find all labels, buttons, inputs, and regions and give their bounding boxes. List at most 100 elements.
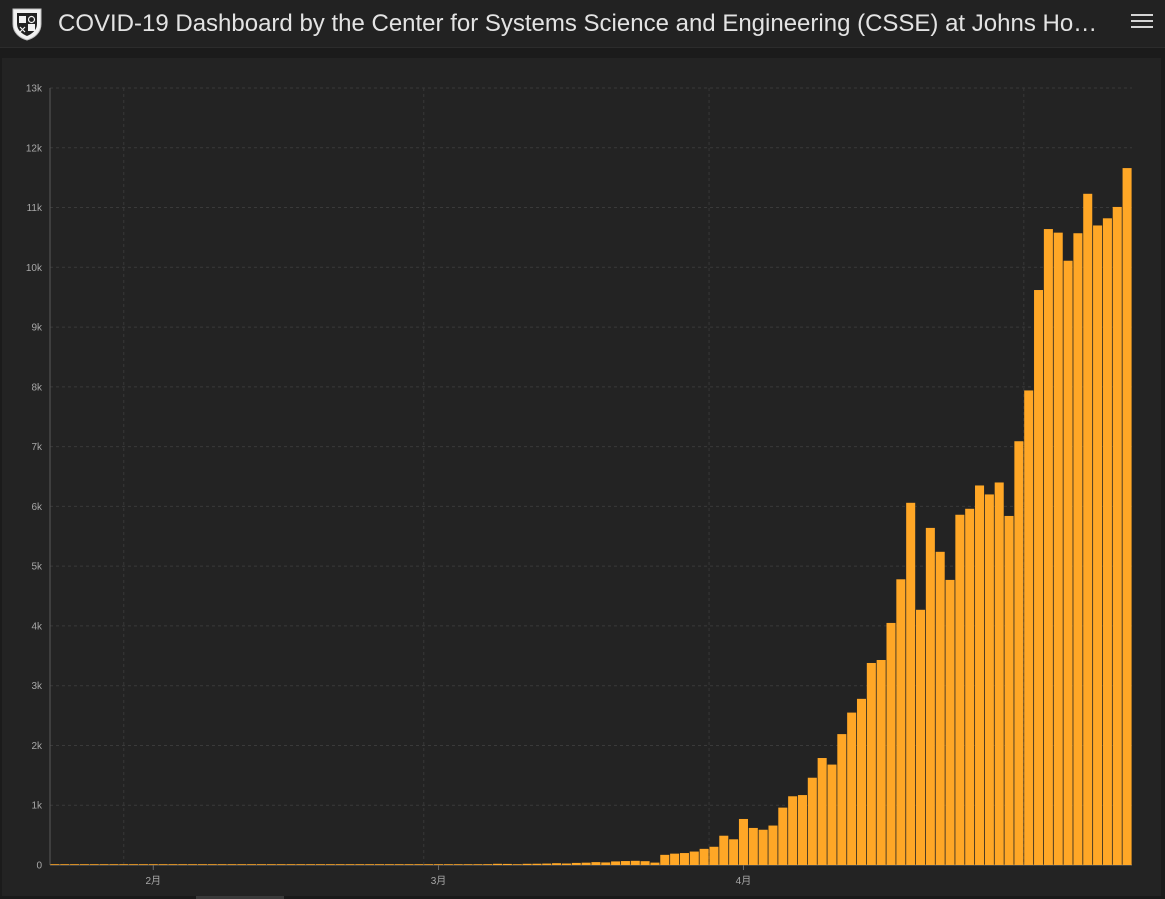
data-bar <box>276 864 286 865</box>
data-bar <box>138 864 148 865</box>
data-bar <box>552 863 562 865</box>
data-bar <box>640 861 650 865</box>
data-bar <box>542 863 552 865</box>
y-tick-label: 3k <box>31 681 43 692</box>
data-bar <box>1043 229 1053 865</box>
data-bar <box>1053 232 1063 865</box>
data-bar <box>502 863 512 865</box>
data-bar <box>384 864 394 865</box>
data-bar <box>847 712 857 865</box>
data-bar <box>375 864 385 865</box>
data-bar <box>434 864 444 865</box>
data-bar <box>188 864 198 865</box>
data-bar <box>719 835 729 865</box>
data-bar <box>512 864 522 865</box>
data-bar <box>729 839 739 865</box>
data-bar <box>335 864 345 865</box>
y-tick-label: 13k <box>26 84 43 95</box>
data-bar <box>266 864 276 865</box>
daily-cases-bar-chart: 0 1k 2k 3k 4k 5k 6k 7k 8k 9k 10k 11k 12k 13k 2月 3月 4月 <box>26 84 1132 887</box>
data-bar <box>1112 206 1122 865</box>
y-tick-label: 6k <box>31 502 43 513</box>
data-bar <box>60 864 70 865</box>
data-bar <box>709 846 719 865</box>
y-tick-label: 2k <box>31 741 43 752</box>
data-bar <box>571 862 581 865</box>
data-bar <box>1034 290 1044 865</box>
data-bar <box>886 622 896 865</box>
data-bar <box>89 864 99 865</box>
data-bar <box>748 827 758 865</box>
data-bar <box>109 864 119 865</box>
data-bar <box>70 864 80 865</box>
data-bar <box>522 863 532 865</box>
y-tick-label: 9k <box>31 323 43 334</box>
data-bar <box>925 527 935 865</box>
data-bar <box>768 825 778 865</box>
data-bar <box>424 864 434 865</box>
data-bar <box>99 864 109 865</box>
data-bar <box>620 861 630 865</box>
chart-panel: 0 1k 2k 3k 4k 5k 6k 7k 8k 9k 10k 11k 12k 13k 2月 3月 4月 <box>2 58 1161 897</box>
x-tick-label: 2月 <box>146 875 162 887</box>
data-bar <box>1093 225 1103 865</box>
data-bar <box>581 862 591 865</box>
data-bar <box>758 829 768 865</box>
y-tick-label: 8k <box>31 382 43 393</box>
data-bar <box>975 485 985 865</box>
data-bar <box>483 864 493 865</box>
data-bar <box>896 579 906 865</box>
data-bar <box>394 864 404 865</box>
data-bar <box>916 609 926 865</box>
data-bar <box>414 864 424 865</box>
data-bar <box>247 864 257 865</box>
data-bar <box>591 862 601 865</box>
data-bar <box>955 514 965 865</box>
hamburger-menu-icon[interactable] <box>1129 10 1155 36</box>
data-bar <box>1083 193 1093 866</box>
data-bar <box>866 662 876 865</box>
y-tick-label: 4k <box>31 621 43 632</box>
x-tick-label: 4月 <box>736 875 752 887</box>
data-bar <box>345 864 355 865</box>
bottom-tab-indicator[interactable] <box>196 896 284 899</box>
jhu-shield-icon[interactable] <box>10 6 44 42</box>
data-bar <box>788 796 798 865</box>
y-tick-label: 12k <box>26 143 43 154</box>
data-bar <box>1122 168 1132 865</box>
data-bar <box>325 864 335 865</box>
data-bar <box>1024 390 1034 865</box>
data-bar <box>611 861 621 865</box>
data-bar <box>797 795 807 865</box>
data-bar <box>207 864 217 865</box>
y-tick-label: 7k <box>31 442 43 453</box>
data-bar <box>1073 233 1083 865</box>
data-bar <box>227 864 237 865</box>
data-bar <box>463 864 473 865</box>
data-bar <box>807 777 817 865</box>
data-bar <box>738 818 748 865</box>
data-bar <box>876 659 886 865</box>
data-bar <box>532 863 542 865</box>
data-bar <box>286 864 296 865</box>
y-tick-label: 1k <box>31 801 43 812</box>
data-bar <box>778 807 788 865</box>
data-bar <box>256 864 266 865</box>
data-bar <box>365 864 375 865</box>
data-bar <box>493 863 503 865</box>
data-bar <box>50 864 60 865</box>
data-bar <box>168 864 178 865</box>
data-bar <box>237 864 247 865</box>
data-bar <box>148 864 158 865</box>
data-bar <box>1063 260 1073 865</box>
data-bar <box>1014 441 1024 865</box>
data-bar <box>994 482 1004 865</box>
data-bar <box>935 551 945 865</box>
data-bar <box>217 864 227 865</box>
page-title: COVID-19 Dashboard by the Center for Sys… <box>58 10 1108 37</box>
data-bar <box>296 864 306 865</box>
data-bar <box>670 853 680 865</box>
data-bar <box>178 864 188 865</box>
data-bar <box>355 864 365 865</box>
data-bar <box>965 508 975 865</box>
